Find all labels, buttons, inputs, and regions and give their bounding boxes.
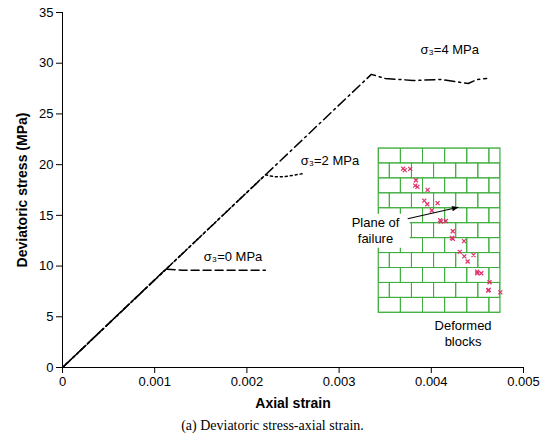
- svg-text:blocks: blocks: [445, 334, 482, 349]
- svg-text:0.005: 0.005: [507, 374, 540, 389]
- svg-text:0: 0: [46, 360, 53, 375]
- svg-text:σ₃=0 MPa: σ₃=0 MPa: [204, 249, 263, 264]
- svg-text:Plane of: Plane of: [352, 215, 400, 230]
- svg-text:10: 10: [39, 258, 53, 273]
- svg-text:Deformed: Deformed: [435, 318, 492, 333]
- svg-text:σ₃=4 MPa: σ₃=4 MPa: [420, 42, 479, 57]
- svg-text:0.002: 0.002: [231, 374, 264, 389]
- svg-text:σ₃=2 MPa: σ₃=2 MPa: [301, 153, 360, 168]
- svg-text:15: 15: [39, 208, 53, 223]
- svg-text:25: 25: [39, 106, 53, 121]
- svg-text:0.004: 0.004: [415, 374, 448, 389]
- svg-text:30: 30: [39, 55, 53, 70]
- html-text:(a) Deviatoric stress-axial st: (a) Deviatoric stress-axial strain.: [181, 418, 364, 433]
- svg-text:failure: failure: [358, 231, 393, 246]
- svg-text:0.001: 0.001: [138, 374, 171, 389]
- svg-text:Deviatoric stress (MPa): Deviatoric stress (MPa): [14, 113, 30, 268]
- svg-text:0: 0: [59, 374, 66, 389]
- svg-text:0.003: 0.003: [323, 374, 356, 389]
- svg-text:20: 20: [39, 157, 53, 172]
- svg-text:Axial strain: Axial strain: [255, 395, 330, 411]
- svg-text:5: 5: [46, 309, 53, 324]
- svg-text:35: 35: [39, 5, 53, 20]
